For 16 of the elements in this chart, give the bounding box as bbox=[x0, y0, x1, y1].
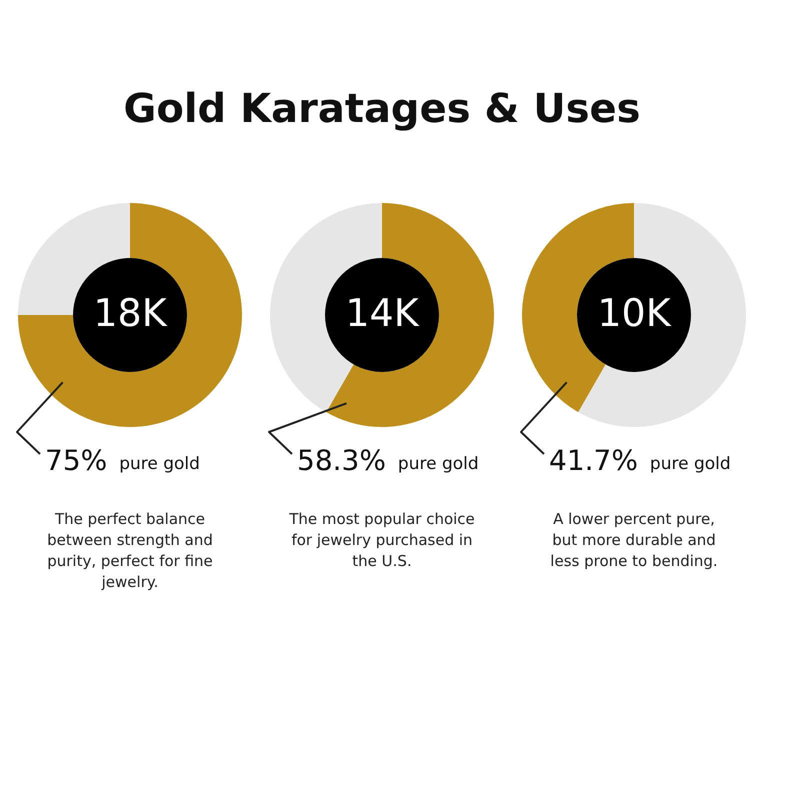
data-label: 75% bbox=[45, 444, 108, 477]
donut-slice bbox=[18, 203, 242, 427]
donut-slice bbox=[326, 203, 494, 427]
data-label: 58.3% bbox=[297, 444, 386, 477]
text: A lower percent pure, but more durable and less prone to bending. bbox=[550, 510, 718, 570]
text: 10K bbox=[597, 291, 672, 335]
text: The most popular choice for jewelry purchased in the U.S. bbox=[288, 510, 475, 570]
text: Gold Karatages & Uses bbox=[124, 86, 640, 132]
slice-label: pure gold bbox=[119, 454, 200, 474]
text: 18K bbox=[93, 291, 168, 335]
data-label: 41.7% bbox=[549, 444, 638, 477]
donut-slice bbox=[578, 203, 746, 427]
slice-label: pure gold bbox=[398, 454, 479, 474]
slice-label: pure gold bbox=[650, 454, 731, 474]
text: The perfect balance between strength and purity, perfect for fine jewelry. bbox=[47, 510, 213, 591]
text: 14K bbox=[345, 291, 420, 335]
